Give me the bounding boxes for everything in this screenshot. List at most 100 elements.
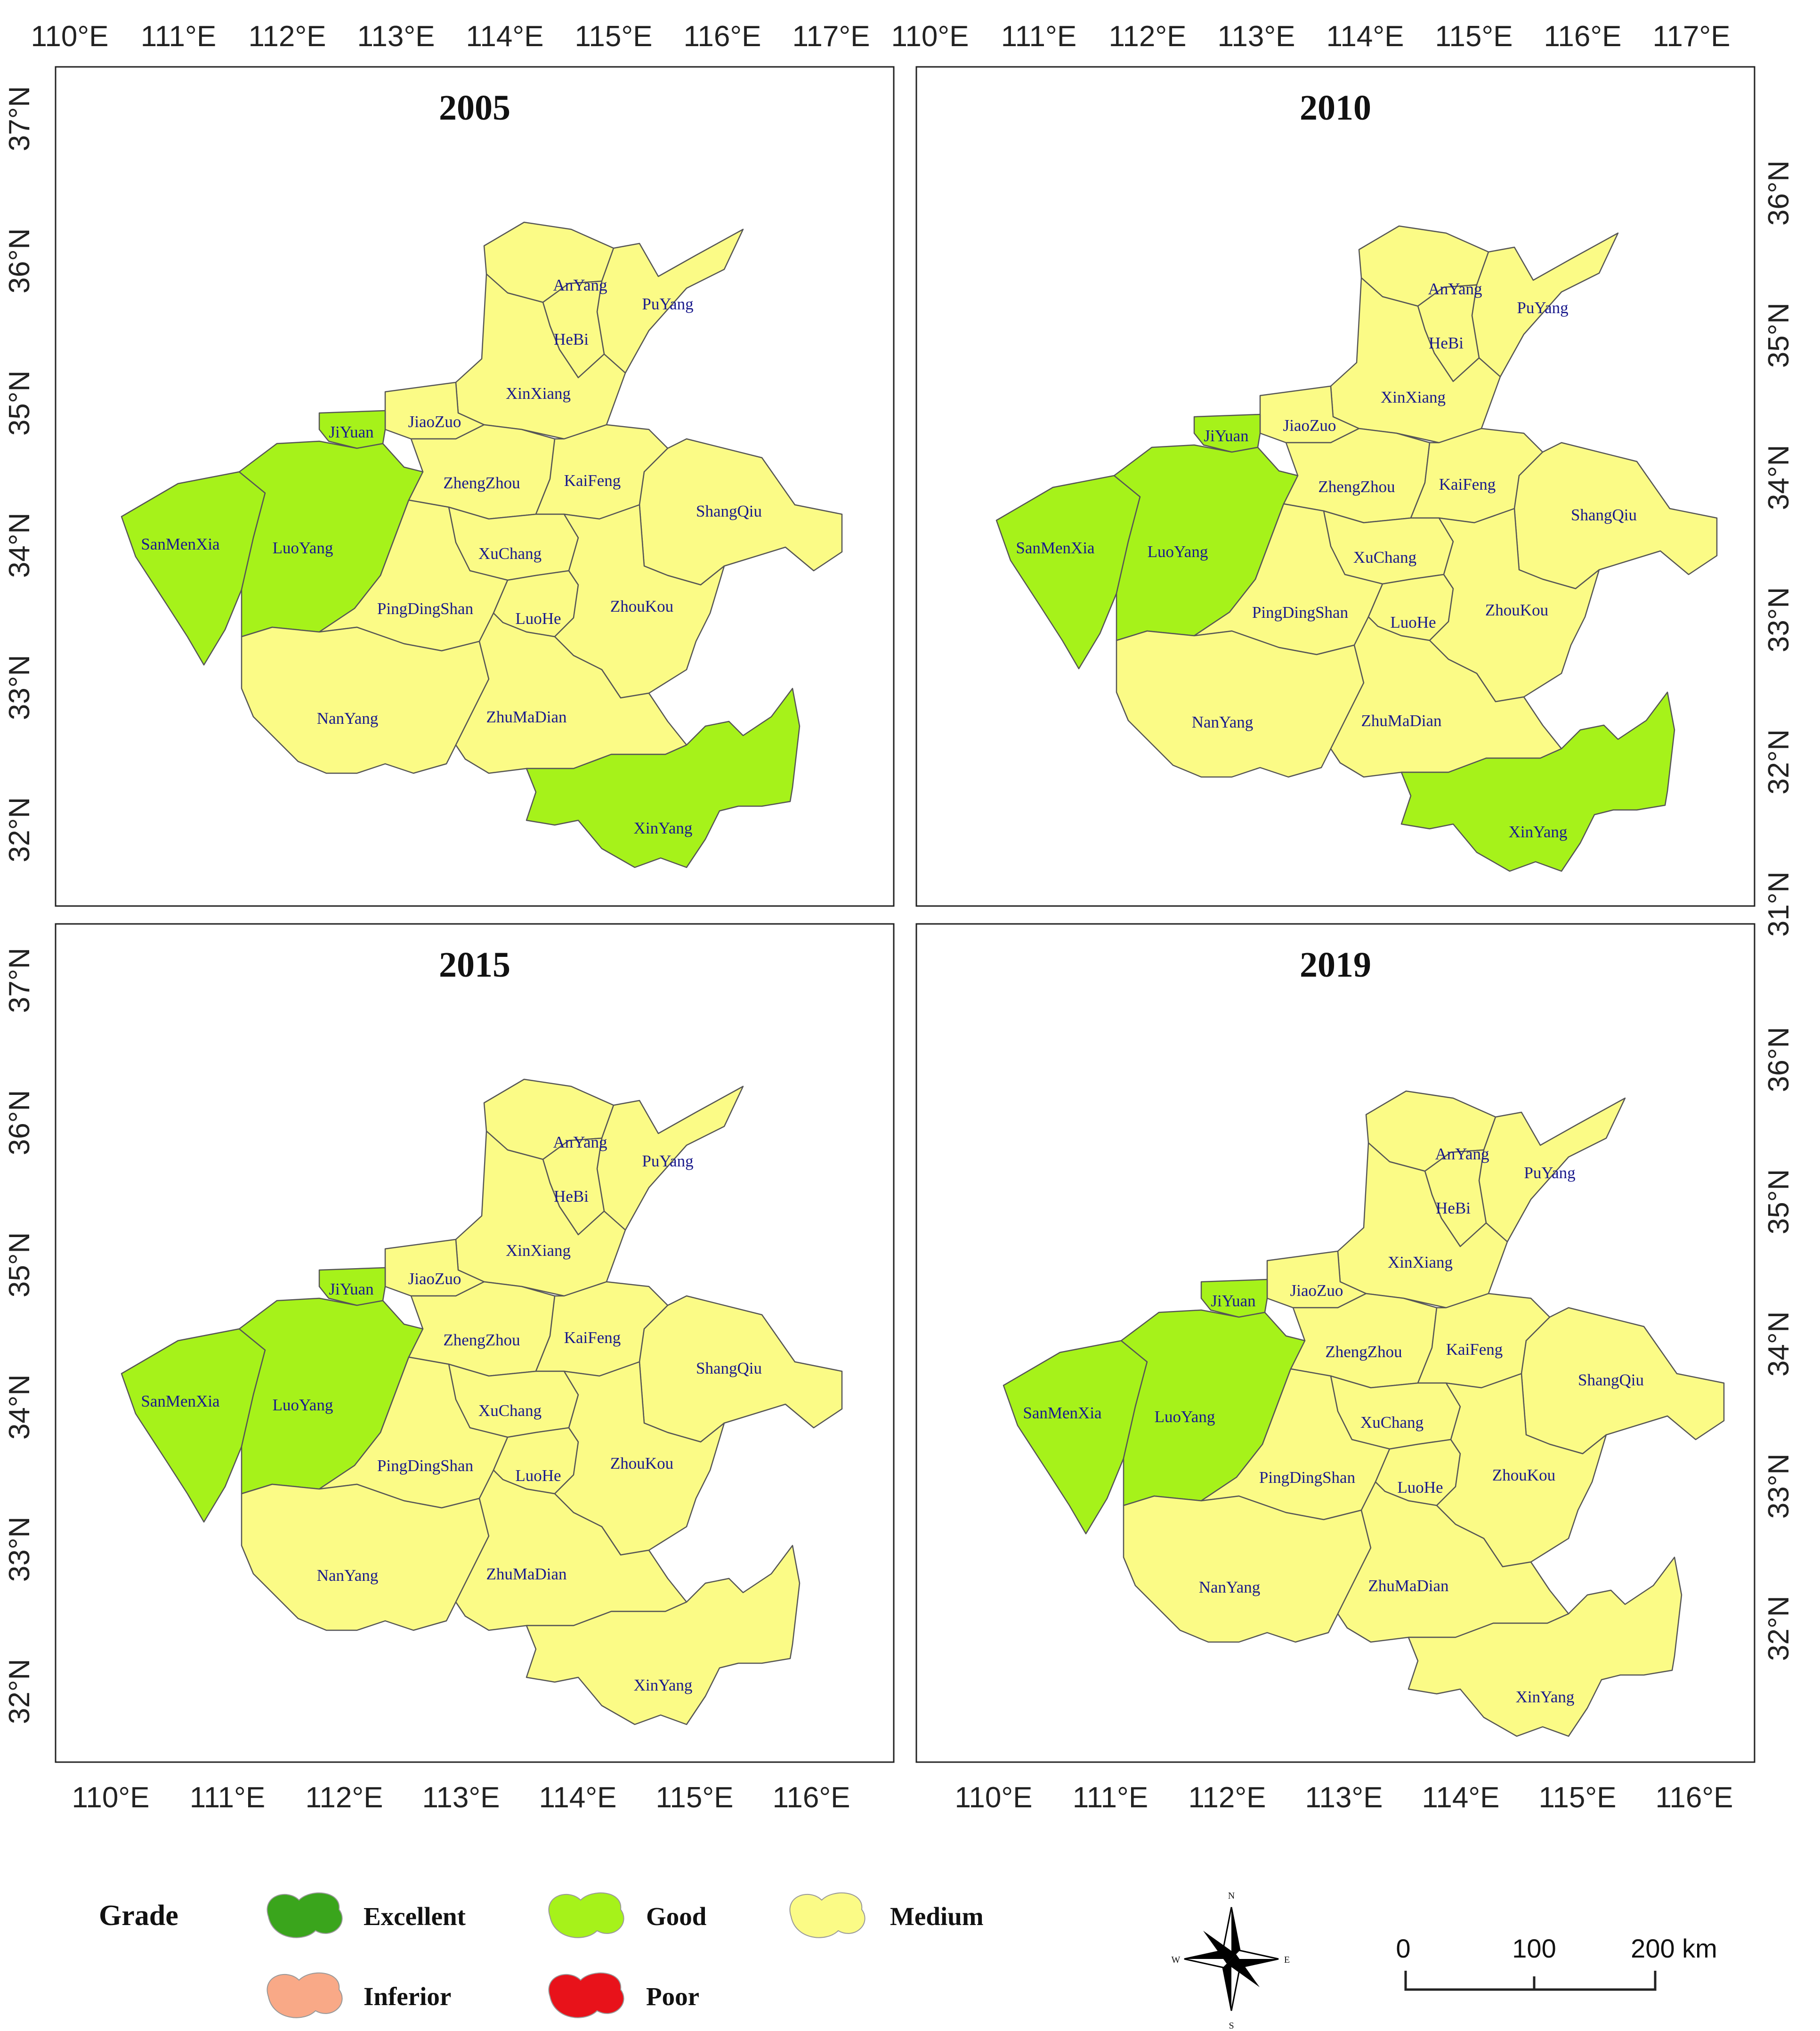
city-label: AnYang <box>1428 280 1482 298</box>
longitude-tick-label: 115°E <box>656 1781 734 1814</box>
city-label: KaiFeng <box>564 1328 621 1347</box>
city-label: LuoYang <box>1148 542 1208 561</box>
scale-bar-label: 200 km <box>1631 1934 1717 1963</box>
city-label: XuChang <box>1360 1413 1424 1432</box>
city-label: KaiFeng <box>1439 475 1496 494</box>
region-zhoukou <box>1436 1373 1607 1568</box>
city-label: ZhuMaDian <box>1368 1577 1448 1595</box>
legend-swatch <box>267 1892 343 1938</box>
map-panel-2010: 2010 AnYang PuYang HeBi XinXiang JiaoZuo JiYua… <box>915 66 1755 907</box>
longitude-tick-label: 110°E <box>72 1781 150 1814</box>
legend-label: Poor <box>646 1982 699 2011</box>
region-sanmenxia <box>121 1328 266 1523</box>
region-xinyang <box>526 1545 801 1725</box>
city-label: NanYang <box>317 709 379 728</box>
city-label: ShangQiu <box>1578 1371 1644 1389</box>
map-panel-2019: 2019 AnYang PuYang HeBi XinXiang JiaoZuo JiYua… <box>915 923 1755 1763</box>
province-map: AnYang PuYang HeBi XinXiang JiaoZuo JiYuan Zhe… <box>121 221 843 868</box>
latitude-tick-label: 34°N <box>3 513 36 578</box>
province-map: AnYang PuYang HeBi XinXiang JiaoZuo JiYuan Zhe… <box>121 1078 843 1725</box>
city-label: XinYang <box>634 819 693 837</box>
compass-letter-e: E <box>1284 1955 1290 1965</box>
region-xinyang <box>526 688 801 868</box>
latitude-tick-label: 33°N <box>1763 1454 1795 1519</box>
city-label: KaiFeng <box>564 471 621 490</box>
latitude-tick-label: 31°N <box>1763 872 1795 937</box>
city-label: JiaoZuo <box>1283 416 1336 435</box>
longitude-tick-label: 112°E <box>306 1781 383 1814</box>
latitude-tick-label: 35°N <box>3 1232 36 1298</box>
legend-swatch <box>789 1892 866 1938</box>
latitude-tick-label: 35°N <box>1763 1169 1795 1235</box>
city-label: XinYang <box>1516 1688 1575 1706</box>
longitude-tick-label: 112°E <box>1189 1781 1266 1814</box>
city-label: ZhouKou <box>1485 601 1548 619</box>
city-label: JiYuan <box>1204 427 1248 445</box>
longitude-tick-label: 111°E <box>1073 1781 1148 1814</box>
longitude-tick-label: 114°E <box>1327 20 1404 53</box>
city-label: HeBi <box>554 1187 589 1206</box>
city-label: PingDingShan <box>377 599 473 618</box>
map-panel-2005: 2005 AnYang PuYang HeBi XinXiang JiaoZuo JiYua… <box>55 66 895 907</box>
latitude-tick-label: 33°N <box>3 1517 36 1582</box>
city-label: JiYuan <box>329 423 373 441</box>
compass-letter-w: W <box>1172 1955 1181 1965</box>
legend-item-inferior: Inferior <box>267 1972 451 2018</box>
longitude-tick-label: 111°E <box>1001 20 1076 53</box>
city-label: ZhouKou <box>610 597 673 615</box>
city-label: NanYang <box>317 1566 379 1585</box>
panel-year-title: 2005 <box>439 88 510 128</box>
city-label: KaiFeng <box>1446 1340 1503 1359</box>
region-sanmenxia <box>121 471 266 666</box>
city-label: PingDingShan <box>377 1456 473 1475</box>
latitude-tick-label: 35°N <box>1763 303 1795 368</box>
latitude-tick-label: 32°N <box>3 797 36 863</box>
city-label: JiaoZuo <box>1290 1281 1343 1300</box>
latitude-tick-label: 35°N <box>3 371 36 436</box>
legend-label: Medium <box>890 1902 984 1931</box>
latitude-tick-label: 36°N <box>3 228 36 294</box>
latitude-tick-label: 34°N <box>3 1375 36 1440</box>
scale-bar-label: 0 <box>1396 1934 1410 1963</box>
legend-item-excellent: Excellent <box>267 1892 466 1938</box>
city-label: ZhengZhou <box>443 1331 520 1349</box>
region-xinyang <box>1400 691 1675 872</box>
longitude-tick-label: 110°E <box>891 20 969 53</box>
north-arrow: N S E W <box>1172 1891 1290 2031</box>
longitude-tick-label: 117°E <box>1653 20 1731 53</box>
city-label: XinXiang <box>506 384 571 403</box>
legend-item-medium: Medium <box>789 1892 984 1938</box>
city-label: ZhuMaDian <box>486 1565 566 1583</box>
compass-letter-n: N <box>1228 1891 1235 1901</box>
city-label: JiaoZuo <box>408 413 461 431</box>
city-label: AnYang <box>1435 1145 1489 1163</box>
longitude-tick-label: 117°E <box>793 20 870 53</box>
latitude-tick-label: 34°N <box>1763 445 1795 510</box>
compass-letter-s: S <box>1229 2021 1234 2031</box>
scale-bar-label: 100 <box>1512 1934 1556 1963</box>
scale-bar: 0 100 200 km <box>1396 1934 1717 1991</box>
map-panels: 2005 AnYang PuYang HeBi XinXiang JiaoZuo JiYua… <box>55 66 1755 1763</box>
legend-label: Inferior <box>364 1982 451 2011</box>
region-nanyang <box>1116 630 1365 778</box>
city-label: LuoYang <box>273 1396 333 1414</box>
city-label: PuYang <box>642 295 693 313</box>
longitude-tick-label: 113°E <box>1305 1781 1383 1814</box>
city-label: JiaoZuo <box>408 1270 461 1288</box>
city-label: HeBi <box>1436 1199 1471 1217</box>
legend-item-poor: Poor <box>548 1972 699 2018</box>
city-label: ShangQiu <box>696 1359 762 1377</box>
legend-swatch <box>548 1892 624 1938</box>
city-label: XuChang <box>1353 548 1416 566</box>
compass-star <box>1184 1907 1279 2011</box>
latitude-tick-label: 36°N <box>1763 1027 1795 1092</box>
city-label: SanMenXia <box>1023 1404 1102 1422</box>
longitude-tick-label: 116°E <box>1544 20 1622 53</box>
city-label: XinYang <box>634 1676 693 1694</box>
city-label: ShangQiu <box>1571 506 1637 524</box>
panel-year-title: 2015 <box>439 945 510 985</box>
city-label: LuoHe <box>1397 1478 1443 1497</box>
coordinate-axes: 110°E 111°E 112°E 113°E 114°E 115°E 116°E 117°E… <box>3 20 1795 1814</box>
region-sanmenxia <box>1003 1340 1148 1535</box>
